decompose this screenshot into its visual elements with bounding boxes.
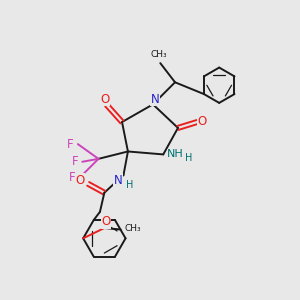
- Text: NH: NH: [167, 149, 184, 159]
- Text: H: H: [126, 180, 134, 190]
- Text: N: N: [151, 93, 160, 106]
- Text: N: N: [114, 174, 123, 187]
- Text: CH₃: CH₃: [124, 224, 141, 233]
- Text: CH₃: CH₃: [151, 50, 167, 59]
- Text: F: F: [69, 172, 75, 184]
- Text: F: F: [67, 138, 74, 151]
- Text: H: H: [184, 153, 192, 163]
- Text: O: O: [100, 93, 110, 106]
- Text: O: O: [198, 115, 207, 128]
- Text: F: F: [72, 155, 78, 168]
- Text: O: O: [75, 174, 85, 187]
- Text: O: O: [101, 215, 110, 228]
- Text: –: –: [155, 54, 158, 60]
